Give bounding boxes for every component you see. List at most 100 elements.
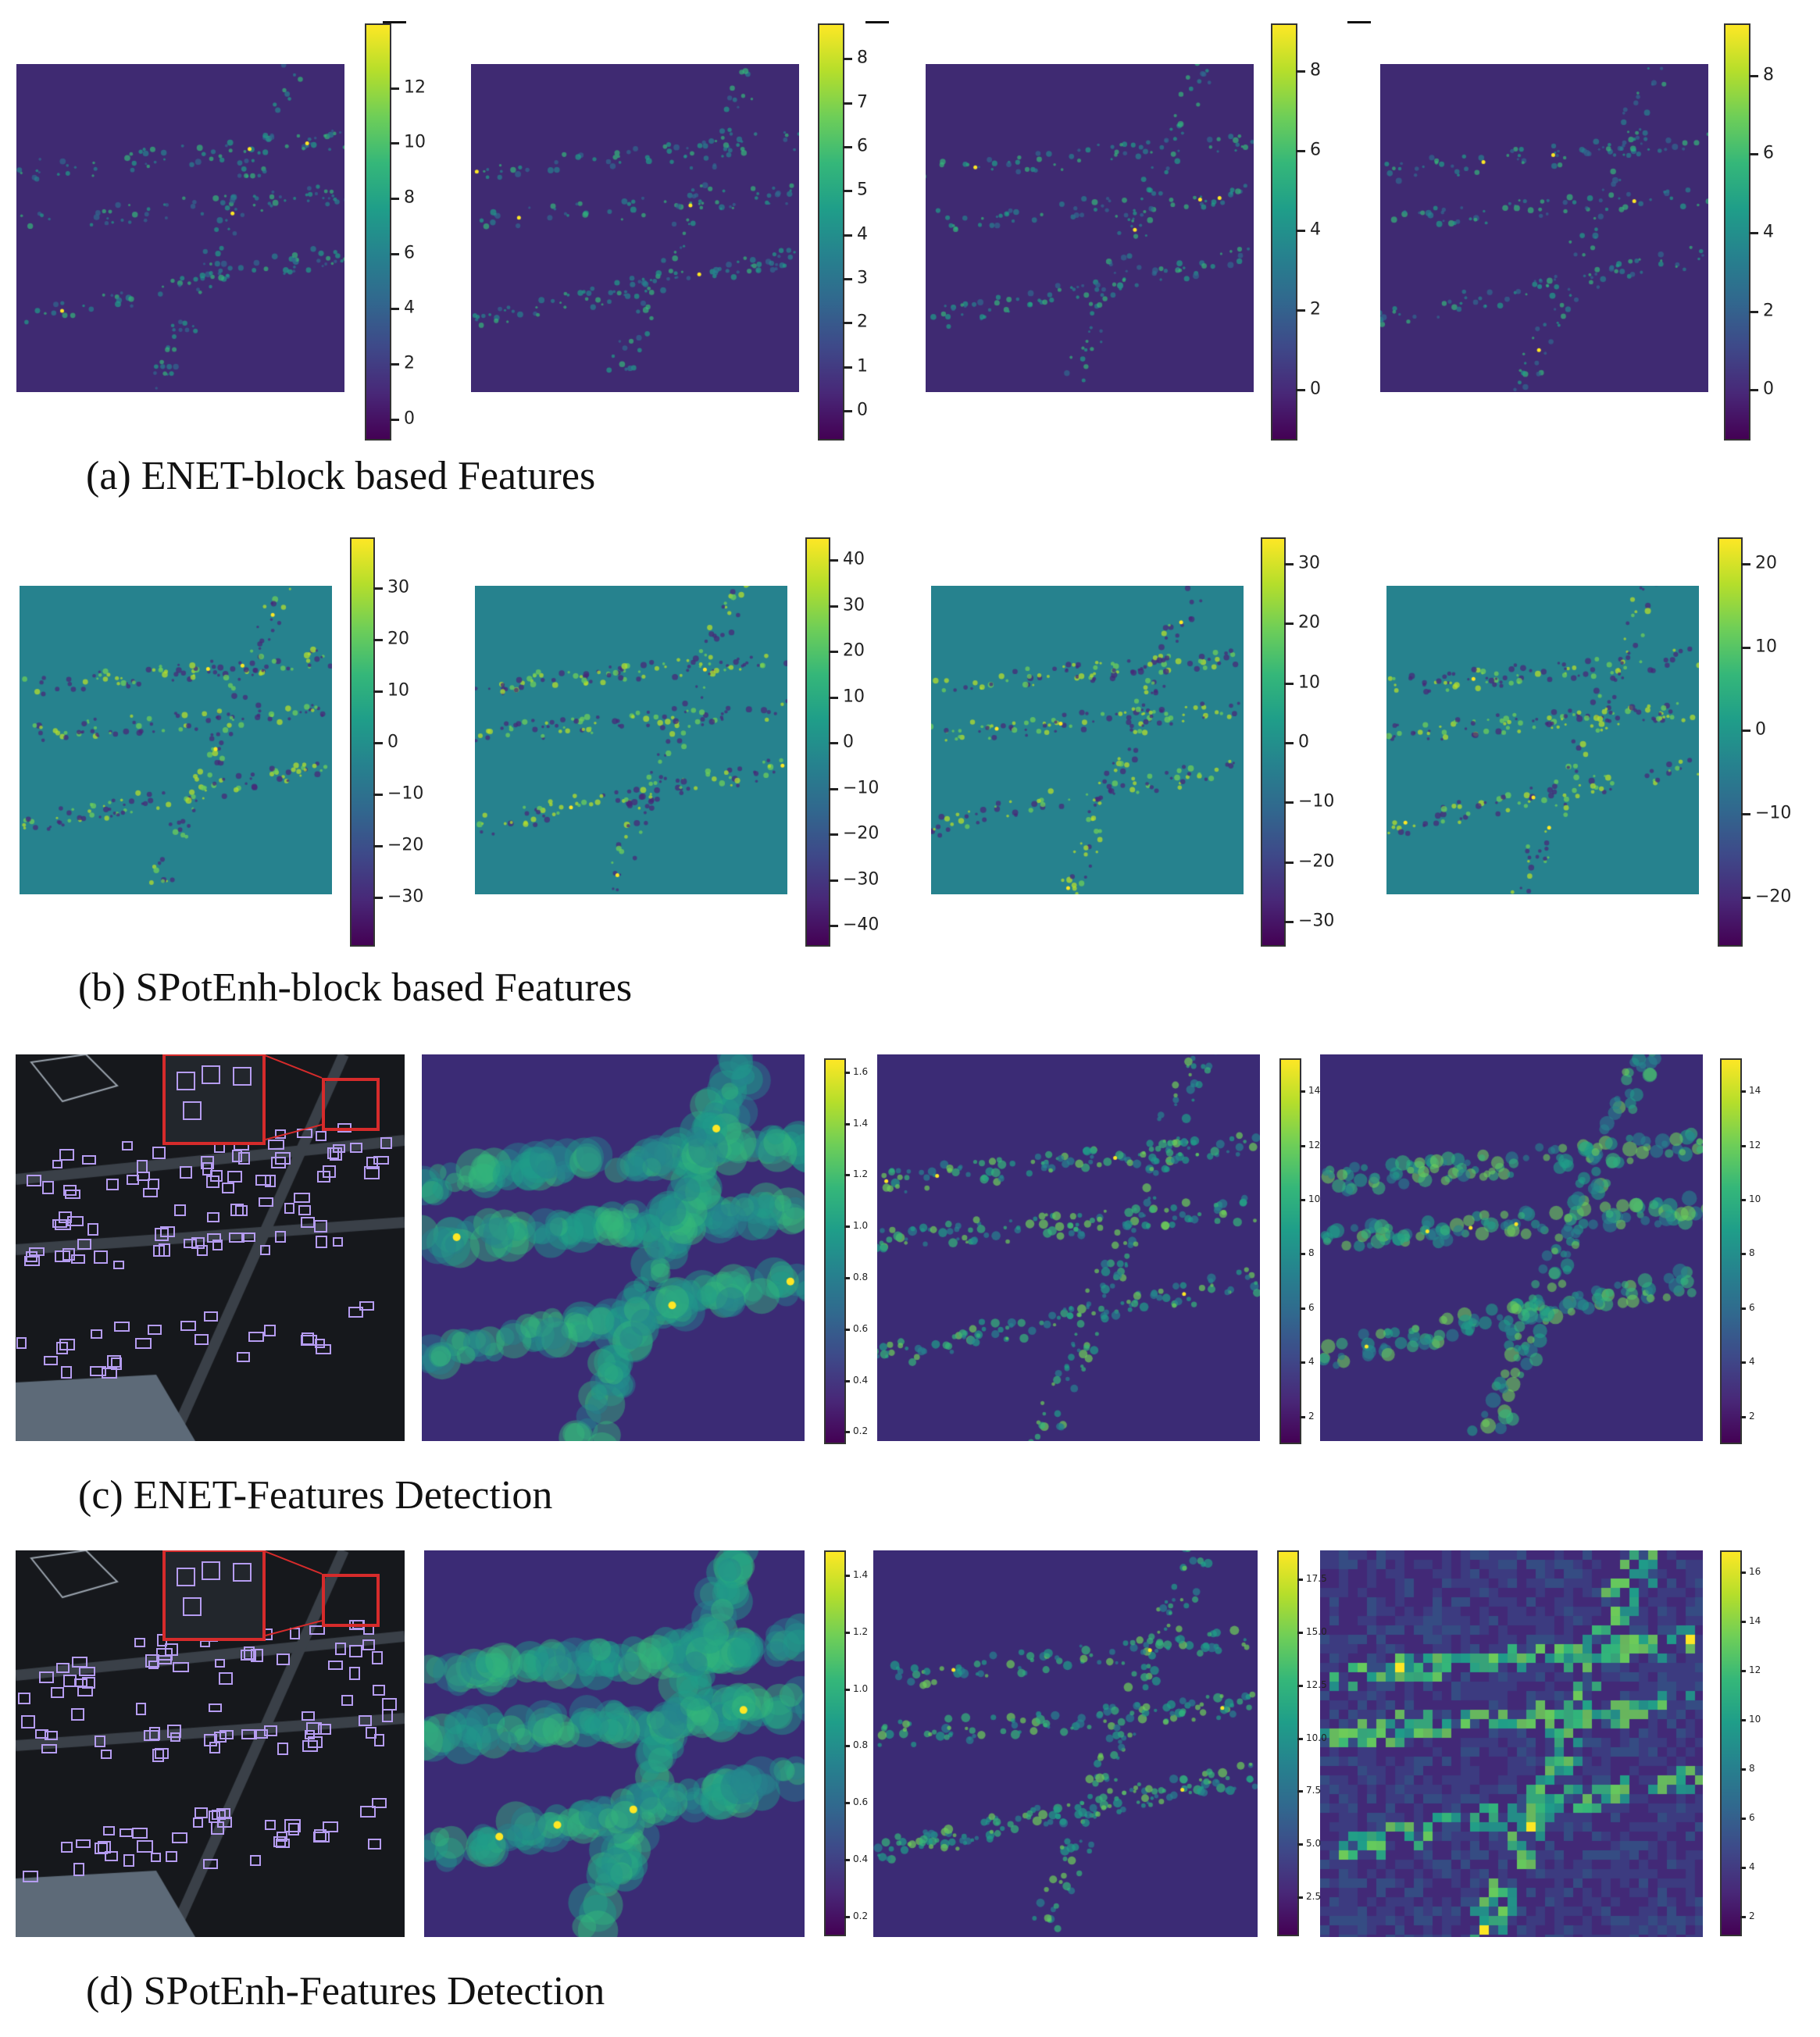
colorbar-tick bbox=[1297, 1579, 1303, 1582]
detection-box bbox=[334, 1642, 347, 1656]
colorbar-tick bbox=[829, 879, 838, 882]
colorbar-tick-label: 20 bbox=[387, 629, 409, 649]
header-dash-1 bbox=[383, 21, 406, 23]
enet-feature-map-4 bbox=[1380, 64, 1708, 392]
colorbar-tick-label: −30 bbox=[387, 887, 424, 907]
colorbar-tick-label: −30 bbox=[1298, 911, 1335, 931]
detection-box bbox=[309, 1625, 326, 1635]
detection-box bbox=[367, 1838, 382, 1850]
colorbar-tick-label: 8 bbox=[1749, 1762, 1755, 1774]
spotenh-feature-map-4 bbox=[1386, 586, 1699, 894]
colorbar-tick-label: 7.5 bbox=[1306, 1785, 1322, 1796]
detection-box bbox=[197, 1245, 209, 1257]
detection-box bbox=[265, 1819, 277, 1830]
colorbar-tick-label: 20 bbox=[843, 640, 865, 661]
colorbar-tick bbox=[390, 87, 399, 90]
detection-box bbox=[52, 1159, 62, 1169]
colorbar-tick-label: 1.4 bbox=[853, 1569, 869, 1581]
colorbar-tick bbox=[390, 142, 399, 145]
colorbar-tick bbox=[1740, 1415, 1746, 1418]
detection-box bbox=[206, 1175, 220, 1189]
detection-box bbox=[151, 1852, 162, 1862]
detection-box bbox=[277, 1653, 291, 1666]
detection-box bbox=[134, 1337, 152, 1349]
colorbar-tick bbox=[843, 190, 852, 193]
detection-box bbox=[71, 1707, 84, 1721]
colorbar-tick-label: 17.5 bbox=[1306, 1573, 1327, 1585]
detection-box bbox=[93, 1250, 108, 1265]
zoom-connector-line bbox=[262, 1054, 323, 1079]
colorbar-tick-label: 4 bbox=[1310, 219, 1321, 240]
colorbar-tick bbox=[844, 1122, 850, 1126]
detection-box bbox=[323, 1821, 339, 1832]
detection-box bbox=[202, 1859, 218, 1869]
colorbar-tick-label: −10 bbox=[1755, 803, 1792, 823]
detection-box bbox=[39, 1671, 55, 1684]
enet-detection-map-1 bbox=[422, 1054, 805, 1441]
colorbar-tick bbox=[1297, 1737, 1303, 1740]
colorbar-b-4: 20 10 0 −10 −20 bbox=[1718, 537, 1791, 947]
colorbar-tick bbox=[1740, 1361, 1746, 1365]
detection-box bbox=[314, 1219, 328, 1233]
detection-box bbox=[211, 1810, 227, 1820]
colorbar-c-3: 14 12 10 8 6 4 2 bbox=[1720, 1058, 1761, 1444]
colorbar-tick-label: 0 bbox=[857, 400, 868, 420]
detection-box bbox=[230, 1203, 244, 1217]
colorbar-tick-label: −30 bbox=[843, 869, 880, 889]
enet-feature-map-1 bbox=[16, 64, 344, 392]
detection-box bbox=[173, 1662, 189, 1673]
detection-box bbox=[380, 1136, 392, 1149]
colorbar-tick bbox=[844, 1276, 850, 1279]
colorbar-tick bbox=[390, 418, 399, 421]
detection-box bbox=[191, 1236, 205, 1250]
colorbar-tick-label: 30 bbox=[1298, 553, 1320, 573]
detection-box bbox=[248, 1331, 265, 1342]
detection-box bbox=[91, 1329, 103, 1339]
detection-box bbox=[152, 1748, 164, 1762]
detection-box bbox=[154, 1228, 169, 1241]
detection-box bbox=[259, 1197, 273, 1208]
detection-box bbox=[166, 1725, 181, 1738]
colorbar-tick bbox=[390, 308, 399, 311]
detection-box bbox=[212, 1240, 223, 1250]
enet-detection-map-2 bbox=[877, 1054, 1260, 1441]
colorbar-tick-label: 2 bbox=[1308, 1410, 1315, 1422]
detection-box bbox=[373, 1733, 384, 1747]
colorbar-tick bbox=[829, 651, 838, 653]
detection-box bbox=[55, 1250, 70, 1263]
detection-box bbox=[17, 1692, 31, 1705]
colorbar-tick bbox=[1300, 1199, 1305, 1202]
colorbar-tick bbox=[1297, 1790, 1303, 1793]
detection-box bbox=[148, 1325, 162, 1336]
colorbar-tick-label: 1.4 bbox=[853, 1117, 869, 1129]
detection-box bbox=[106, 1178, 120, 1191]
detection-box bbox=[87, 1223, 98, 1236]
detection-box bbox=[255, 1174, 271, 1186]
detection-box bbox=[155, 1747, 170, 1759]
detection-box bbox=[241, 1232, 256, 1242]
colorbar-tick-label: 4 bbox=[1749, 1860, 1755, 1872]
colorbar-tick bbox=[1740, 1620, 1746, 1623]
caption-d: (d) SPotEnh-Features Detection bbox=[86, 1969, 605, 2014]
colorbar-tick-label: 12 bbox=[1749, 1139, 1761, 1150]
detection-box bbox=[348, 1644, 363, 1657]
colorbar-tick bbox=[844, 1379, 850, 1382]
colorbar-tick bbox=[1284, 742, 1294, 744]
colorbar-tick-label: 6 bbox=[1308, 1301, 1315, 1313]
detection-box bbox=[364, 1166, 380, 1179]
colorbar-tick-label: 0 bbox=[1298, 732, 1309, 752]
colorbar-tick bbox=[1740, 1817, 1746, 1820]
colorbar-tick-label: 6 bbox=[404, 243, 415, 262]
colorbar-tick-label: 0.8 bbox=[853, 1739, 869, 1751]
colorbar-tick-label: 6 bbox=[1749, 1301, 1755, 1313]
colorbar-d-1: 1.4 1.2 1.0 0.8 0.6 0.4 0.2 bbox=[824, 1550, 868, 1936]
colorbar-tick-label: 12 bbox=[1749, 1664, 1761, 1675]
colorbar-tick bbox=[843, 146, 852, 149]
colorbar-tick-label: 6 bbox=[1749, 1811, 1755, 1823]
detection-box bbox=[318, 1723, 331, 1735]
detection-box bbox=[52, 1218, 68, 1229]
detection-box bbox=[16, 1337, 27, 1350]
colorbar-tick-label: 10 bbox=[1298, 672, 1320, 693]
detection-box bbox=[316, 1131, 327, 1141]
detection-box bbox=[97, 1840, 112, 1854]
